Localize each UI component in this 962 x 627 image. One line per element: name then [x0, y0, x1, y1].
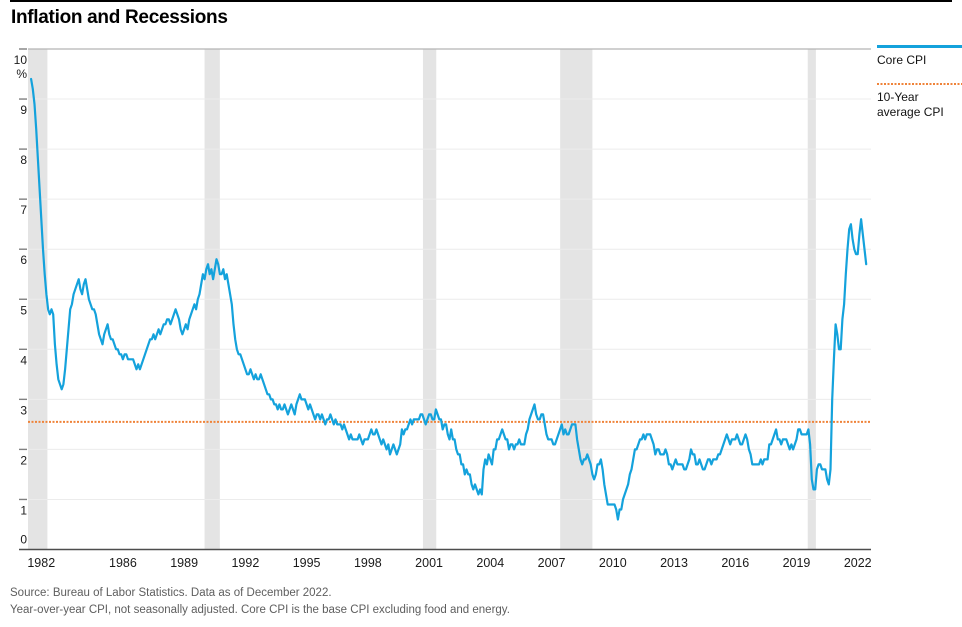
x-axis-label: 2001 — [415, 556, 443, 570]
x-axis-label: 1992 — [231, 556, 259, 570]
y-axis-label: 1 — [20, 503, 27, 517]
y-axis-label: 9 — [20, 103, 27, 117]
legend-item-core-cpi: Core CPI — [877, 45, 962, 68]
y-axis-label: 5 — [20, 303, 27, 317]
y-axis-label: 8 — [20, 153, 27, 167]
y-axis-label: 0 — [20, 533, 27, 547]
source-note: Source: Bureau of Labor Statistics. Data… — [10, 585, 510, 619]
x-axis-label: 1982 — [27, 556, 55, 570]
core-cpi-line — [30, 77, 868, 521]
legend-label-core-cpi: Core CPI — [877, 53, 927, 67]
chart-legend: Core CPI 10-Year average CPI — [877, 45, 962, 135]
x-axis-label: 2004 — [476, 556, 504, 570]
x-axis-label: 2010 — [599, 556, 627, 570]
x-axis-label: 1995 — [293, 556, 321, 570]
x-axis-label: 2016 — [721, 556, 749, 570]
legend-item-10yr-average: 10-Year average CPI — [877, 83, 962, 120]
y-axis-label: 10 — [14, 53, 28, 67]
x-axis-label: 1989 — [170, 556, 198, 570]
x-axis-label: 2019 — [783, 556, 811, 570]
x-axis-label: 2022 — [844, 556, 872, 570]
x-axis-label: 1986 — [109, 556, 137, 570]
inflation-recessions-chart: 0 1 2 3 4 5 6 7 8 9 10% 1982 1986 1989 1992 1995 1998 200… — [14, 48, 872, 570]
x-axis-label: 2013 — [660, 556, 688, 570]
y-axis-label: 4 — [20, 353, 27, 367]
x-axis-label: 2007 — [538, 556, 566, 570]
top-rule — [10, 0, 952, 2]
x-axis-label: 1998 — [354, 556, 382, 570]
definition-line: Year-over-year CPI, not seasonally adjus… — [10, 604, 510, 616]
source-line: Source: Bureau of Labor Statistics. Data… — [10, 587, 332, 599]
legend-label-10yr-average: 10-Year average CPI — [877, 90, 944, 119]
y-axis-label: 2 — [20, 453, 27, 467]
y-axis-unit-label: % — [16, 67, 27, 81]
average-cpi-line-swatch — [877, 83, 962, 85]
core-cpi-line-swatch — [877, 45, 962, 48]
y-axis-label: 6 — [20, 253, 27, 267]
y-axis-label: 3 — [20, 403, 27, 417]
page-title: Inflation and Recessions — [11, 7, 228, 28]
y-axis-label: 7 — [20, 203, 27, 217]
